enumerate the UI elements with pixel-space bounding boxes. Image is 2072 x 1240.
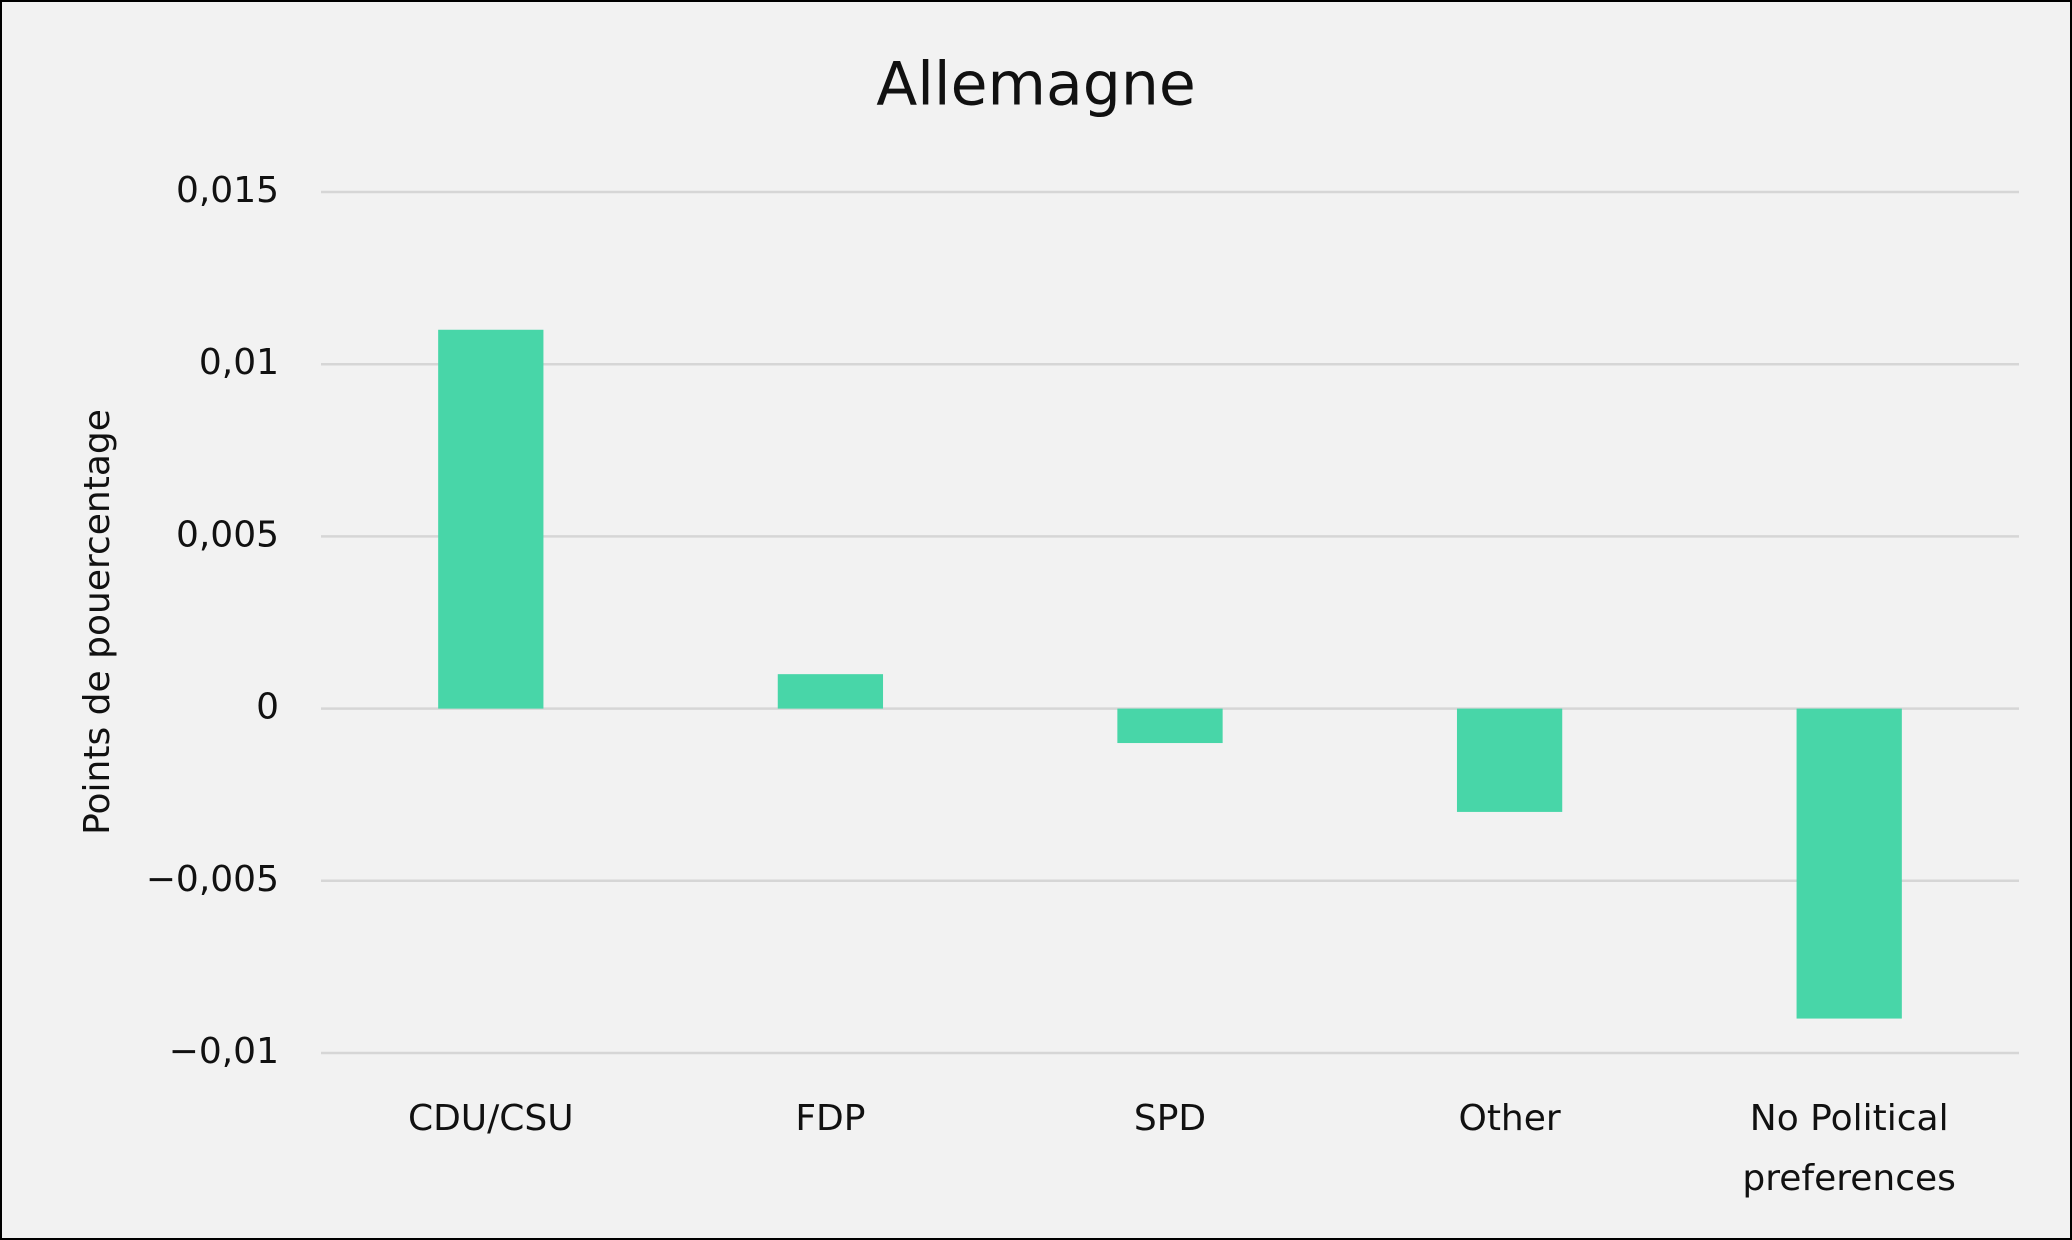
x-tick-label: FDP (795, 1098, 866, 1139)
y-tick-label: 0,015 (176, 170, 279, 211)
x-tick-label: CDU/CSU (407, 1098, 574, 1139)
x-tick-label: SPD (1133, 1098, 1207, 1139)
bar (777, 674, 884, 709)
bar (1796, 708, 1902, 1019)
y-tick-label: 0 (256, 687, 279, 728)
bar (1456, 708, 1563, 812)
y-tick-label: −0,005 (146, 859, 279, 900)
x-tick-label: No Political preferences (1742, 1098, 1956, 1199)
y-tick-label: 0,01 (199, 342, 279, 383)
y-axis-label: Points de pouercentage (77, 409, 118, 835)
y-tick-label: −0,01 (169, 1031, 279, 1072)
y-tick-label: 0,005 (176, 514, 279, 555)
bar (438, 329, 544, 709)
x-tick-label: Other (1458, 1098, 1561, 1139)
bar (1117, 708, 1223, 744)
chart-title: Allemagne (876, 50, 1196, 120)
